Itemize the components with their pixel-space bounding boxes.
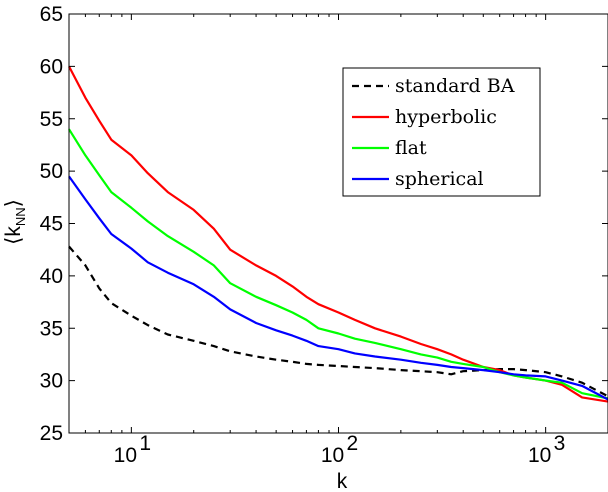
y-tick-label: 60	[40, 55, 63, 78]
series-line-spherical	[68, 175, 608, 401]
legend-entry-label: spherical	[395, 168, 484, 190]
legend-box	[342, 67, 541, 197]
x-axis-label: k	[337, 470, 348, 492]
legend: standard BA hyperbolic flat spherical	[342, 67, 541, 197]
y-axis-label: ⟨kNN⟩	[2, 199, 28, 245]
y-tick-label: 55	[40, 108, 63, 131]
y-tick-label: 35	[40, 317, 63, 340]
y-tick-label: 50	[40, 160, 63, 183]
y-tick-label: 45	[40, 213, 63, 236]
y-tick-label: 65	[40, 3, 63, 26]
svg-text:⟨kNN⟩: ⟨kNN⟩	[2, 199, 28, 245]
x-tick-label: 10	[528, 444, 551, 467]
y-tick-label: 40	[40, 265, 63, 288]
legend-entry-label: flat	[395, 137, 427, 159]
series-line-standard-ba	[68, 245, 608, 398]
legend-entry-label: standard BA	[395, 75, 515, 97]
y-axis-label-main: ⟨k	[2, 226, 25, 245]
x-tick-exponent: 3	[554, 432, 566, 455]
x-tick-label: 10	[321, 444, 344, 467]
x-tick-exponent: 2	[347, 432, 359, 455]
series-layer	[68, 65, 608, 403]
x-tick-exponent: 1	[139, 432, 151, 455]
x-tick-label: 10	[114, 444, 137, 467]
y-tick-label: 25	[40, 422, 63, 445]
y-axis-label-close: ⟩	[2, 199, 25, 207]
y-axis-label-subscript: NN	[13, 207, 28, 226]
legend-entry-label: hyperbolic	[395, 106, 497, 128]
y-tick-label: 30	[40, 370, 63, 393]
